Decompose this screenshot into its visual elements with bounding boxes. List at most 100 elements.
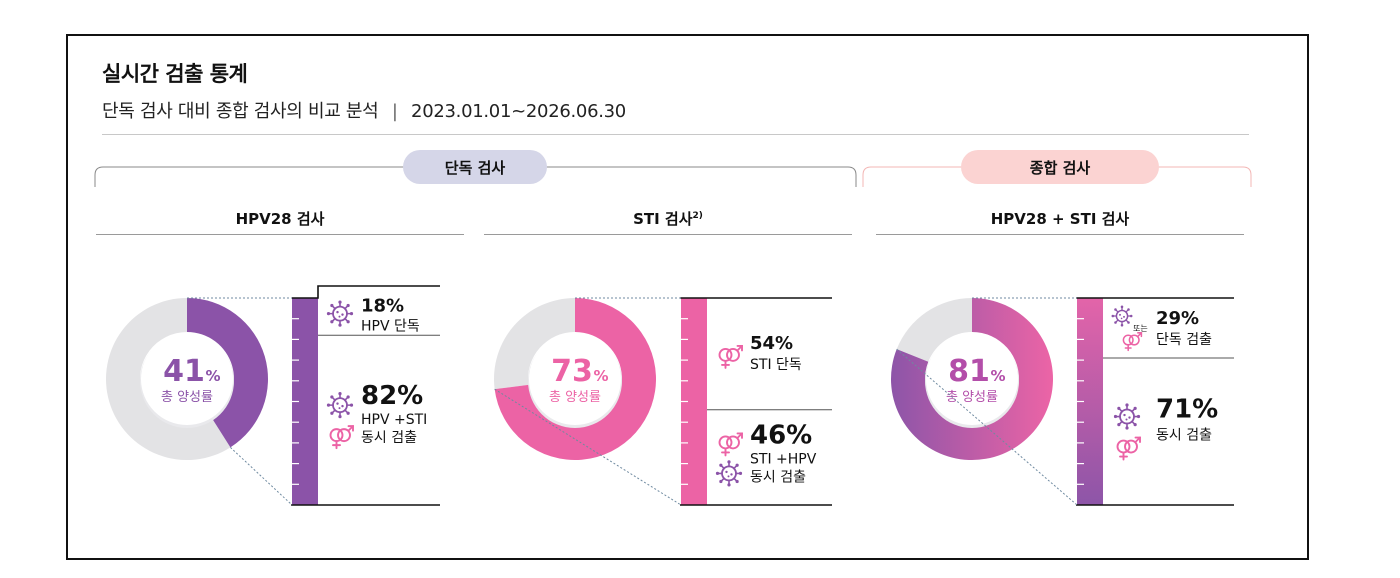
virus-spike-tip (330, 303, 334, 308)
virus-spike-tip (1117, 423, 1121, 427)
virus-spike-tip (330, 320, 334, 324)
virus-dot (338, 315, 341, 318)
connector-bottom (230, 447, 293, 506)
connector-bottom (494, 388, 682, 506)
male-ring (726, 435, 740, 450)
virus-dot (336, 402, 339, 405)
gender-symbol-icon (1116, 436, 1141, 461)
page-title: 실시간 검출 통계 (102, 62, 248, 86)
total-positive-label: 총 양성률 (549, 390, 601, 405)
segment-label: HPV 단독 (361, 319, 420, 335)
virus-dot (341, 404, 344, 408)
section-title-hpv-text: HPV28 검사 (235, 210, 325, 228)
virus-spike-tip (727, 460, 731, 464)
male-ring (1124, 439, 1138, 454)
virus-dot (725, 470, 728, 474)
virus-spike-tip (1133, 406, 1137, 410)
virus-body (332, 305, 348, 322)
virus-spike-tip (727, 483, 731, 487)
virus-body (1119, 408, 1135, 425)
total-positive-unit: % (205, 367, 220, 385)
virus-spike-tip (738, 471, 743, 475)
segment-label-line: 동시 검출 (750, 469, 806, 485)
donut-slice-positive (494, 298, 656, 460)
gender-symbol-icon (1122, 332, 1143, 352)
virus-spike-tip (1127, 308, 1130, 311)
virus-spike-tip (1129, 314, 1133, 318)
virus-spike-tip (338, 300, 342, 304)
segment-value: 46% (750, 420, 812, 450)
donut-slice-positive (187, 298, 268, 448)
virus-spike-tip (719, 463, 723, 467)
virus-body (1115, 309, 1129, 323)
virus-body (721, 465, 737, 482)
virus-spike-tip (1127, 321, 1130, 324)
section-title-sti-text: STI 검사 (633, 210, 693, 228)
virus-spike-tip (330, 411, 334, 415)
section-title-sti: STI 검사2) (484, 208, 852, 229)
section-title-sti-sup: 2) (692, 211, 703, 221)
donut-slice-positive (891, 298, 1054, 460)
donut-slice-negative (105, 298, 231, 460)
gender-symbol-icon (718, 432, 743, 457)
gender-symbol-icon (718, 344, 743, 369)
virus-dot (1123, 315, 1125, 318)
virus-spike-tip (715, 471, 720, 475)
segment-value: 82% (361, 381, 423, 411)
section-title-combined: HPV28 + STI 검사 (876, 208, 1244, 229)
virus-body (332, 397, 348, 414)
virus-spike-tip (1133, 423, 1137, 427)
virus-spike-tip (735, 479, 739, 484)
virus-dot (1119, 313, 1121, 316)
donut-center (141, 333, 233, 425)
virus-spike-tip (326, 403, 331, 407)
virus-spike-tip (719, 479, 723, 484)
male-arrow-head (736, 432, 743, 439)
virus-icon (326, 392, 354, 419)
virus-spike-tip (1120, 323, 1124, 327)
virus-icon (1111, 305, 1133, 327)
combined-group-pill: 종합 검사 (961, 150, 1159, 184)
donut-center (529, 333, 621, 425)
male-arrow-head (1134, 436, 1141, 443)
segment-value: 18% (361, 296, 404, 317)
virus-spike-tip (1125, 426, 1129, 430)
virus-spike-tip (346, 411, 350, 415)
virus-spike-tip (338, 323, 342, 327)
male-ring (726, 347, 740, 362)
section-rule-sti (484, 234, 852, 235)
subtitle-text: 단독 검사 대비 종합 검사의 비교 분석 (102, 101, 379, 122)
segment-label-line: HPV +STI (361, 412, 427, 428)
virus-spike-tip (346, 320, 350, 324)
segment-value: 54% (750, 333, 793, 354)
total-positive-value: 81 (948, 354, 990, 389)
total-positive-unit: % (593, 367, 608, 385)
virus-icon (715, 460, 743, 487)
virus-dot (1123, 413, 1126, 417)
virus-icon (1113, 403, 1141, 430)
segment-label-line: 동시 검출 (361, 430, 417, 446)
virus-dot (730, 473, 733, 476)
virus-spike-tip (346, 303, 350, 308)
virus-dot (1120, 317, 1123, 320)
or-text: 또는 (1133, 324, 1148, 333)
segment-label: 단독 검출 (1156, 332, 1212, 348)
section-rule-combined (876, 234, 1244, 235)
virus-spike-tip (735, 463, 739, 467)
virus-dot (336, 310, 339, 314)
virus-dot (1128, 416, 1131, 419)
stats-panel (66, 34, 1309, 560)
male-arrow-head (736, 344, 743, 352)
virus-spike-tip (330, 395, 334, 399)
segment-label: STI 단독 (750, 357, 802, 373)
breakdown-top-rule (292, 285, 440, 299)
section-title-hpv: HPV28 검사 (96, 208, 464, 229)
virus-dot (341, 313, 344, 316)
virus-spike-tip (349, 403, 354, 407)
male-ring (337, 428, 351, 443)
virus-spike-tip (1113, 414, 1118, 419)
virus-spike-tip (1120, 305, 1124, 309)
total-positive-label: 총 양성률 (161, 390, 213, 405)
virus-spike-tip (326, 312, 331, 316)
